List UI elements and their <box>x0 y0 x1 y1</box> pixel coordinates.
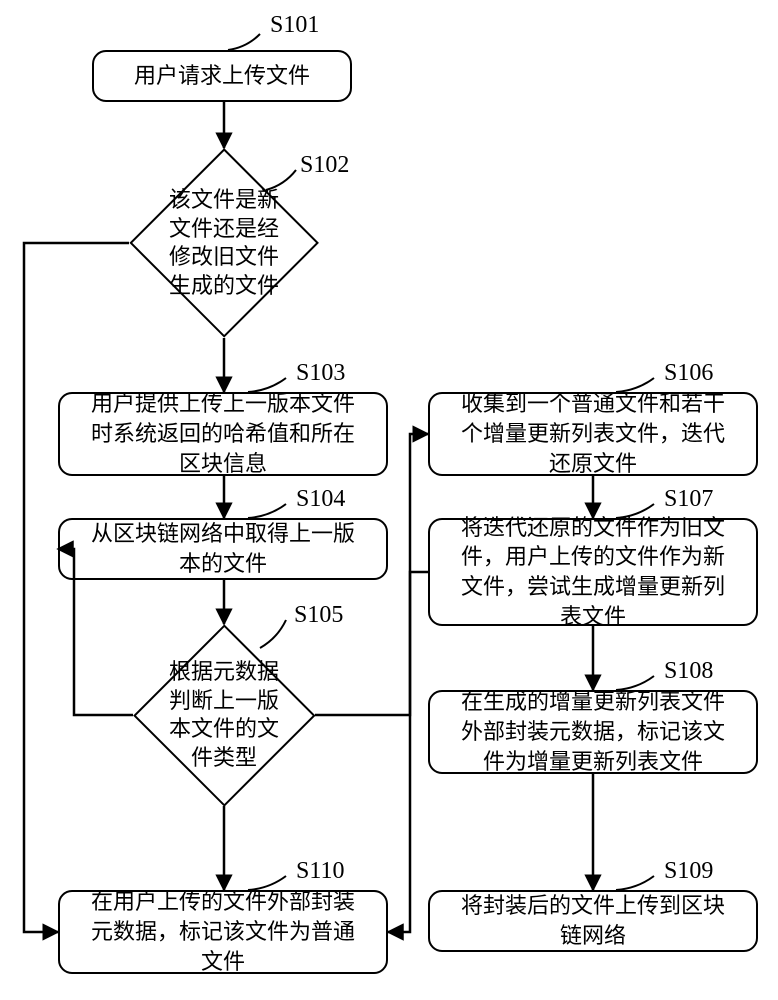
node-text: 从区块链网络中取得上一版本的文件 <box>91 519 355 578</box>
node-S109: 将封装后的文件上传到区块链网络 <box>428 890 758 952</box>
step-label-S101: S101 <box>270 12 319 39</box>
node-text: 用户提供上传上一版本文件时系统返回的哈希值和所在区块信息 <box>91 389 355 478</box>
node-text: 该文件是新文件还是经修改旧文件生成的文件 <box>169 186 279 300</box>
flowchart-arrows <box>0 0 778 1000</box>
step-label-S109: S109 <box>664 858 713 885</box>
node-S102: 该文件是新文件还是经修改旧文件生成的文件 <box>157 176 291 310</box>
step-label-S107: S107 <box>664 486 713 513</box>
step-label-S106: S106 <box>664 360 713 387</box>
node-text: 在用户上传的文件外部封装元数据，标记该文件为普通文件 <box>91 887 355 976</box>
node-S107: 将迭代还原的文件作为旧文件，用户上传的文件作为新文件，尝试生成增量更新列表文件 <box>428 518 758 626</box>
node-text: 在生成的增量更新列表文件外部封装元数据，标记该文件为增量更新列表文件 <box>461 687 725 776</box>
step-label-S108: S108 <box>664 658 713 685</box>
node-S103: 用户提供上传上一版本文件时系统返回的哈希值和所在区块信息 <box>58 392 388 476</box>
node-S110: 在用户上传的文件外部封装元数据，标记该文件为普通文件 <box>58 890 388 974</box>
node-S101: 用户请求上传文件 <box>92 50 352 102</box>
node-S106: 收集到一个普通文件和若干个增量更新列表文件，迭代还原文件 <box>428 392 758 476</box>
step-label-S102: S102 <box>300 152 349 179</box>
node-S105: 根据元数据判断上一版本文件的文件类型 <box>160 651 289 780</box>
step-label-S105: S105 <box>294 602 343 629</box>
node-text: 收集到一个普通文件和若干个增量更新列表文件，迭代还原文件 <box>461 389 725 478</box>
node-S108: 在生成的增量更新列表文件外部封装元数据，标记该文件为增量更新列表文件 <box>428 690 758 774</box>
step-label-S110: S110 <box>296 858 344 885</box>
step-label-S103: S103 <box>296 360 345 387</box>
node-text: 将封装后的文件上传到区块链网络 <box>461 891 725 950</box>
node-text: 用户请求上传文件 <box>134 61 310 91</box>
node-S104: 从区块链网络中取得上一版本的文件 <box>58 518 388 580</box>
step-label-S104: S104 <box>296 486 345 513</box>
node-text: 将迭代还原的文件作为旧文件，用户上传的文件作为新文件，尝试生成增量更新列表文件 <box>461 513 725 632</box>
node-text: 根据元数据判断上一版本文件的文件类型 <box>169 658 279 772</box>
